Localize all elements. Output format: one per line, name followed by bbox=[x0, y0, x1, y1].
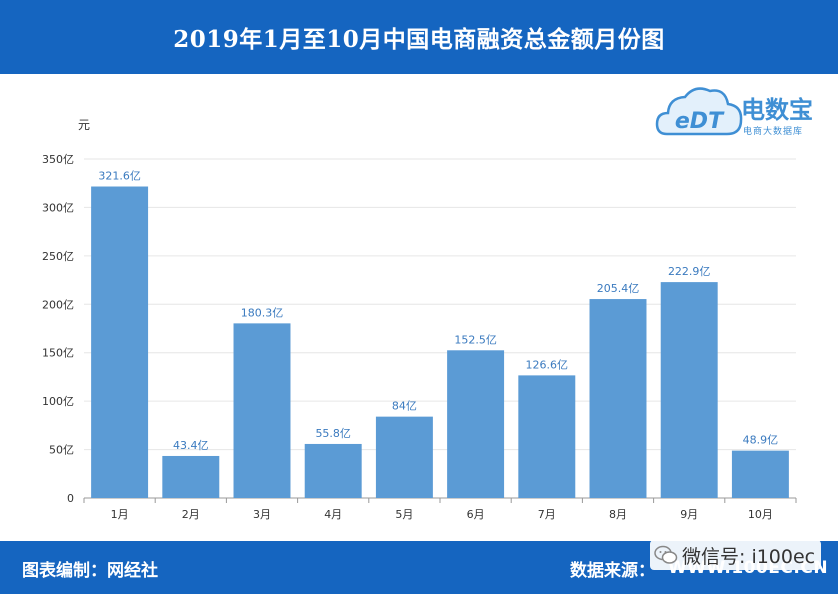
wechat-watermark: 微信号: i100ec bbox=[650, 540, 822, 570]
x-tick-label: 3月 bbox=[253, 508, 271, 521]
x-tick-label: 5月 bbox=[395, 508, 413, 521]
logo-mark: eDT bbox=[675, 109, 725, 134]
y-tick-label: 300亿 bbox=[42, 201, 74, 214]
bar bbox=[91, 186, 149, 498]
y-axis: 0 50亿 100亿 150亿 200亿 250亿 300亿 350亿 bbox=[42, 153, 74, 505]
logo-brand: 电数宝 bbox=[741, 96, 813, 124]
y-tick-label: 0 bbox=[67, 492, 74, 505]
bar bbox=[589, 299, 647, 498]
x-tick-label: 10月 bbox=[748, 508, 773, 521]
x-tick-label: 1月 bbox=[111, 508, 129, 521]
y-tick-label: 350亿 bbox=[42, 153, 74, 166]
chart-title: 2019年1月至10月中国电商融资总金额月份图 bbox=[173, 26, 665, 53]
data-label: 222.9亿 bbox=[668, 265, 711, 278]
logo-tagline: 电商大数据库 bbox=[743, 127, 804, 137]
x-axis: 1月 2月 3月 4月 5月 6月 7月 8月 9月 10月 bbox=[83, 498, 797, 521]
y-tick-label: 200亿 bbox=[42, 298, 74, 311]
data-label: 205.4亿 bbox=[597, 282, 640, 295]
data-label: 180.3亿 bbox=[241, 306, 284, 319]
bar-chart: 0 50亿 100亿 150亿 200亿 250亿 300亿 350亿 321.6亿 43.4亿… bbox=[42, 118, 797, 521]
data-label: 84亿 bbox=[392, 400, 417, 413]
bar bbox=[375, 416, 433, 498]
title-banner: 2019年1月至10月中国电商融资总金额月份图 bbox=[0, 0, 838, 74]
y-axis-label: 元 bbox=[78, 118, 90, 132]
x-tick-label: 2月 bbox=[182, 508, 200, 521]
x-tick-label: 8月 bbox=[609, 508, 627, 521]
bar bbox=[304, 443, 362, 498]
x-tick-label: 4月 bbox=[324, 508, 342, 521]
bar bbox=[162, 455, 220, 498]
y-tick-label: 250亿 bbox=[42, 250, 74, 263]
x-tick-label: 7月 bbox=[538, 508, 556, 521]
data-label: 43.4亿 bbox=[173, 439, 209, 452]
wechat-handle: 微信号: i100ec bbox=[682, 545, 816, 568]
bar bbox=[660, 282, 718, 498]
bar bbox=[447, 350, 505, 498]
data-label: 126.6亿 bbox=[526, 358, 569, 371]
chart-credit: 图表编制：网经社 bbox=[22, 561, 158, 581]
y-tick-label: 50亿 bbox=[49, 444, 74, 457]
bar bbox=[731, 450, 789, 498]
y-tick-label: 150亿 bbox=[42, 347, 74, 360]
brand-logo: eDT 电数宝 电商大数据库 bbox=[655, 82, 835, 144]
data-label: 152.5亿 bbox=[454, 333, 497, 346]
x-tick-label: 6月 bbox=[467, 508, 485, 521]
x-tick-label: 9月 bbox=[680, 508, 698, 521]
bar bbox=[233, 323, 291, 498]
data-label: 48.9亿 bbox=[743, 434, 779, 447]
bars: 321.6亿 43.4亿 180.3亿 55.8亿 84亿 152.5亿 126.6亿 205… bbox=[91, 170, 789, 498]
data-source-label: 数据来源： bbox=[570, 561, 655, 581]
bar bbox=[518, 375, 576, 498]
cloud-icon: eDT bbox=[655, 87, 743, 136]
wechat-icon bbox=[654, 545, 678, 564]
y-tick-label: 100亿 bbox=[42, 395, 74, 408]
data-label: 321.6亿 bbox=[98, 170, 141, 183]
data-label: 55.8亿 bbox=[315, 427, 351, 440]
